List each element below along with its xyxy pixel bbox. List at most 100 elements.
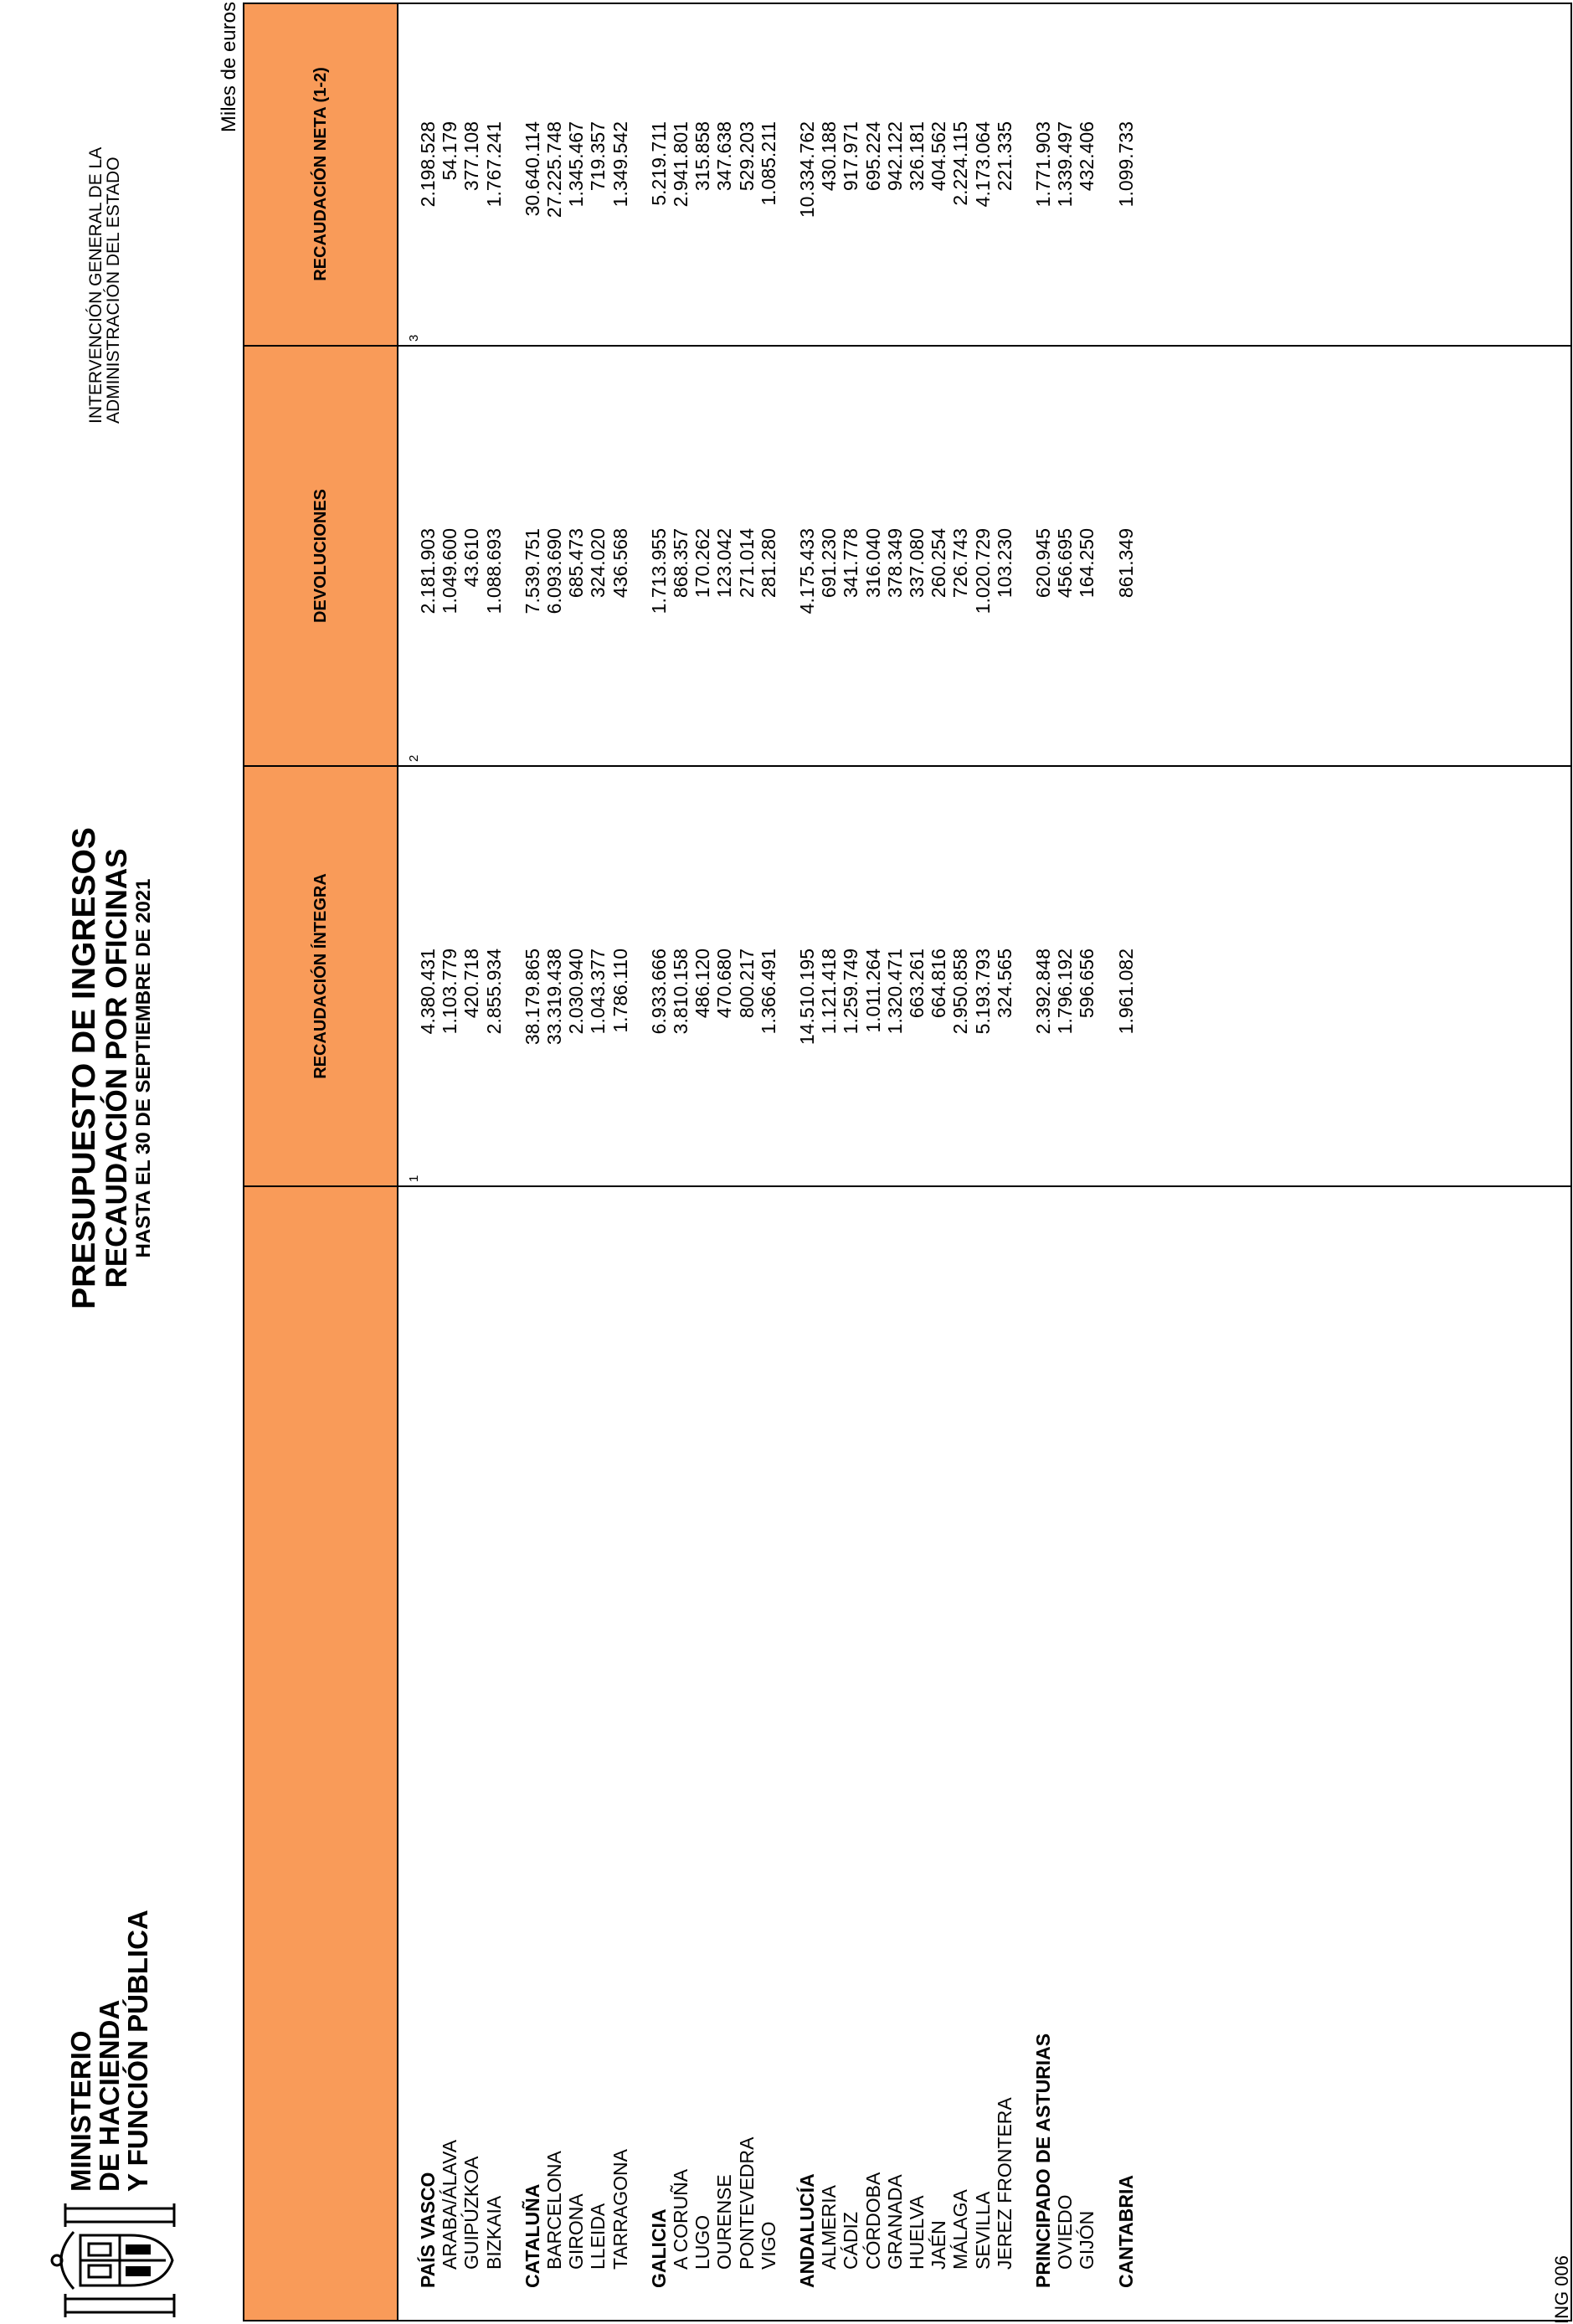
- integra-value: 2.392.848: [1032, 949, 1054, 1035]
- integra-value: 5.193.793: [971, 949, 994, 1035]
- devoluciones-value: 1.020.729: [971, 528, 994, 614]
- devoluciones-value: 103.230: [993, 528, 1015, 599]
- integra-value: 2.855.934: [482, 949, 505, 1035]
- integra-value: 596.656: [1076, 949, 1098, 1019]
- integra-value: 4.380.431: [417, 949, 439, 1035]
- neta-value: 719.357: [587, 121, 609, 192]
- office-name: GIJÓN: [1076, 2210, 1098, 2270]
- office-name: VIGO: [757, 2221, 779, 2270]
- neta-value: 1.345.467: [565, 121, 588, 208]
- neta-value: 1.085.211: [757, 121, 779, 206]
- neta-value: 347.638: [713, 121, 736, 192]
- integra-value: 6.933.666: [647, 949, 670, 1035]
- integra-value: 1.121.418: [818, 949, 840, 1035]
- integra-value: 1.043.377: [587, 949, 609, 1035]
- neta-value: 5.219.711: [647, 121, 670, 206]
- column-header-neta: RECAUDACIÓN NETA (1-2): [311, 67, 330, 281]
- table-row: TARRAGONA 1.786.110 436.568 1.349.542: [609, 4, 631, 2320]
- page-title: PRESUPUESTO DE INGRESOS: [66, 827, 102, 1309]
- devoluciones-value: 260.254: [928, 528, 950, 599]
- table-row: PAÍS VASCO 4.380.431 2.181.903 2.198.528: [417, 4, 439, 2320]
- neta-value: 2.224.115: [949, 121, 972, 206]
- neta-value: 377.108: [460, 121, 483, 192]
- data-table: RECAUDACIÓN ÍNTEGRA DEVOLUCIONES RECAUDA…: [243, 3, 1572, 2321]
- neta-value: 2.198.528: [417, 121, 439, 208]
- integra-value: 1.786.110: [609, 949, 631, 1033]
- table-row: OVIEDO 1.796.192 456.695 1.339.497: [1054, 4, 1076, 2320]
- table-row: MÁLAGA 2.950.858 726.743 2.224.115: [949, 4, 971, 2320]
- devoluciones-value: 337.080: [906, 528, 928, 599]
- devoluciones-value: 164.250: [1076, 528, 1098, 599]
- devoluciones-value: 1.713.955: [647, 528, 670, 614]
- table-row: BIZKAIA 2.855.934 1.088.693 1.767.241: [483, 4, 505, 2320]
- integra-value: 38.179.865: [521, 949, 543, 1046]
- table-row: JEREZ FRONTERA 324.565 103.230 221.335: [994, 4, 1015, 2320]
- table-row: CANTABRIA 1.961.082 861.349 1.099.733: [1115, 4, 1137, 2320]
- neta-value: 315.858: [691, 121, 714, 192]
- table-row: VIGO 1.366.491 281.280 1.085.211: [758, 4, 779, 2320]
- integra-value: 1.103.779: [439, 949, 461, 1035]
- office-name: MÁLAGA: [949, 2189, 972, 2270]
- table-row: HUELVA 663.261 337.080 326.181: [906, 4, 928, 2320]
- table-row: PONTEVEDRA 800.217 271.014 529.203: [736, 4, 758, 2320]
- neta-value: 2.941.801: [670, 121, 691, 208]
- office-name: SEVILLA: [971, 2191, 994, 2270]
- devoluciones-value: 691.230: [818, 528, 840, 599]
- table-row: JAÉN 664.816 260.254 404.562: [928, 4, 949, 2320]
- date-line: HASTA EL 30 DE SEPTIEMBRE DE 2021: [132, 878, 155, 1258]
- table-row: SEVILLA 5.193.793 1.020.729 4.173.064: [972, 4, 994, 2320]
- table-row: CÓRDOBA 1.011.264 316.040 695.224: [862, 4, 884, 2320]
- integra-value: 1.366.491: [757, 949, 779, 1035]
- neta-value: 1.771.903: [1032, 121, 1054, 208]
- integra-value: 486.120: [691, 949, 714, 1019]
- devoluciones-value: 6.093.690: [543, 528, 565, 614]
- devoluciones-value: 1.088.693: [482, 528, 505, 614]
- office-name: OVIEDO: [1054, 2194, 1077, 2270]
- neta-value: 1.349.542: [609, 121, 631, 208]
- devoluciones-value: 271.014: [735, 528, 758, 599]
- intervention-label: INTERVENCIÓN GENERAL DE LA ADMINISTRACIÓ…: [86, 147, 123, 424]
- integra-value: 324.565: [993, 949, 1015, 1019]
- table-row: ALMERIA 1.121.418 691.230 430.188: [818, 4, 840, 2320]
- neta-value: 4.173.064: [971, 121, 994, 208]
- neta-value: 10.334.762: [796, 121, 818, 219]
- integra-value: 2.950.858: [949, 949, 972, 1035]
- devoluciones-value: 2.181.903: [417, 528, 439, 614]
- page-subtitle: RECAUDACIÓN POR OFICINAS: [100, 848, 133, 1288]
- column-header-devoluciones: DEVOLUCIONES: [311, 488, 330, 624]
- devoluciones-value: 685.473: [565, 528, 588, 599]
- devoluciones-value: 726.743: [949, 528, 972, 599]
- ministry-line-2: DE HACIENDA: [94, 1999, 125, 2192]
- table-row: GALICIA 6.933.666 1.713.955 5.219.711: [648, 4, 670, 2320]
- region-name: PRINCIPADO DE ASTURIAS: [1032, 2033, 1054, 2288]
- office-name: GRANADA: [883, 2174, 906, 2270]
- footer-code: ING 006: [1551, 2255, 1572, 2324]
- integra-value: 664.816: [928, 949, 950, 1019]
- ministry-line-3: Y FUNCIÓN PÚBLICA: [122, 1910, 153, 2192]
- devoluciones-value: 4.175.433: [796, 528, 818, 614]
- office-name: PONTEVEDRA: [735, 2136, 758, 2270]
- neta-value: 695.224: [861, 121, 884, 192]
- integra-value: 1.011.264: [861, 949, 884, 1033]
- devoluciones-value: 316.040: [861, 528, 884, 599]
- integra-value: 663.261: [906, 949, 928, 1019]
- devoluciones-value: 341.778: [840, 528, 862, 599]
- title-block: PRESUPUESTO DE INGRESOS RECAUDACIÓN POR …: [66, 775, 156, 1361]
- office-name: CÁDIZ: [840, 2212, 862, 2270]
- office-name: BARCELONA: [543, 2151, 565, 2270]
- neta-value: 30.640.114: [521, 121, 543, 217]
- neta-value: 529.203: [735, 121, 758, 192]
- neta-value: 917.971: [840, 121, 862, 192]
- devoluciones-value: 456.695: [1054, 528, 1077, 599]
- intervention-line-1: INTERVENCIÓN GENERAL DE LA: [86, 147, 105, 424]
- ministry-line-1: MINISTERIO: [65, 2030, 96, 2192]
- table-row: CÁDIZ 1.259.749 341.778 917.971: [840, 4, 861, 2320]
- neta-value: 404.562: [928, 121, 950, 192]
- office-name: HUELVA: [906, 2195, 928, 2270]
- office-name: A CORUÑA: [670, 2168, 691, 2270]
- devoluciones-value: 281.280: [757, 528, 779, 599]
- devoluciones-value: 123.042: [713, 528, 736, 599]
- integra-value: 1.796.192: [1054, 949, 1077, 1035]
- table-row: GIJÓN 596.656 164.250 432.406: [1076, 4, 1098, 2320]
